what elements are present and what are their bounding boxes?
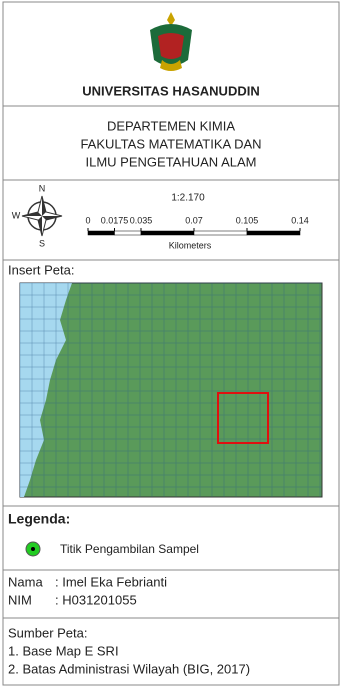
university-name: UNIVERSITAS HASANUDDIN bbox=[82, 83, 259, 98]
name-label: Nama bbox=[8, 574, 43, 589]
legend-title: Legenda: bbox=[8, 511, 70, 527]
source-item: 2. Batas Administrasi Wilayah (BIG, 2017… bbox=[8, 661, 250, 676]
department-line: ILMU PENGETAHUAN ALAM bbox=[86, 154, 257, 169]
scale-segment bbox=[247, 231, 300, 235]
scale-segment bbox=[141, 231, 194, 235]
compass-w: W bbox=[12, 210, 21, 220]
legend-item: Titik Pengambilan Sampel bbox=[60, 542, 199, 556]
name: : Imel Eka Febrianti bbox=[55, 574, 167, 589]
id: : H031201055 bbox=[55, 592, 137, 607]
scale-tick-label: 0.07 bbox=[185, 215, 203, 225]
scale-tick-label: 0.035 bbox=[130, 215, 153, 225]
scale-segment bbox=[194, 231, 247, 235]
compass-s: S bbox=[39, 238, 45, 248]
map-layout: UNIVERSITAS HASANUDDIN DEPARTEMEN KIMIA … bbox=[0, 0, 342, 687]
department-line: FAKULTAS MATEMATIKA DAN bbox=[80, 136, 261, 151]
scale-unit: Kilometers bbox=[169, 240, 212, 250]
scale-ratio: 1:2.170 bbox=[171, 193, 205, 204]
sources-title: Sumber Peta: bbox=[8, 625, 88, 640]
scale-tick-label: 0 bbox=[85, 215, 90, 225]
legend-symbol-dot bbox=[31, 547, 35, 551]
department-line: DEPARTEMEN KIMIA bbox=[107, 118, 235, 133]
id-label: NIM bbox=[8, 592, 32, 607]
source-item: 1. Base Map E SRI bbox=[8, 643, 119, 658]
scale-segment bbox=[115, 231, 142, 235]
scale-segment bbox=[88, 231, 115, 235]
inset-map bbox=[20, 283, 322, 497]
scale-tick-label: 0.14 bbox=[291, 215, 309, 225]
scale-tick-label: 0.105 bbox=[236, 215, 259, 225]
compass-n: N bbox=[39, 183, 46, 193]
inset-title: Insert Peta: bbox=[8, 262, 74, 277]
scale-tick-label: 0.0175 bbox=[101, 215, 129, 225]
